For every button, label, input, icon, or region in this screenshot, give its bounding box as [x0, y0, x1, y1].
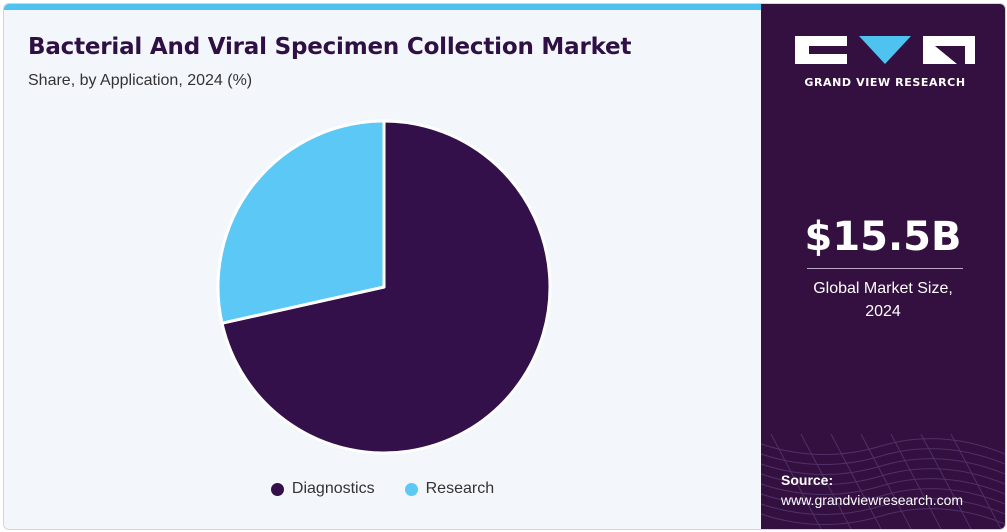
legend-item-diagnostics: Diagnostics	[270, 480, 375, 498]
market-size-label-line1: Global Market Size,	[813, 280, 953, 297]
legend-item-research: Research	[404, 480, 495, 498]
legend-swatch-diagnostics	[270, 482, 284, 496]
chart-title: Bacterial And Viral Specimen Collection …	[28, 34, 632, 60]
top-accent-bar	[4, 4, 761, 10]
chart-subtitle: Share, by Application, 2024 (%)	[28, 72, 253, 89]
market-size-label: Global Market Size, 2024	[791, 277, 975, 323]
legend-label-diagnostics: Diagnostics	[291, 480, 375, 497]
source-label: Source:	[781, 472, 834, 488]
gvr-logo-icon	[795, 36, 975, 64]
source-url[interactable]: www.grandviewresearch.com	[781, 492, 964, 508]
brand-name: GRAND VIEW RESEARCH	[804, 76, 966, 89]
infographic-card: Bacterial And Viral Specimen Collection …	[3, 3, 1006, 530]
summary-panel: GRAND VIEW RESEARCH $15.5B Global Market…	[761, 4, 1005, 529]
divider	[807, 268, 963, 269]
chart-panel: Bacterial And Viral Specimen Collection …	[4, 4, 761, 529]
chart-legend: Diagnostics Research	[4, 480, 761, 498]
legend-label-research: Research	[425, 480, 495, 497]
pie-slice-diagnostics	[220, 119, 552, 455]
grand-view-research-logo: GRAND VIEW RESEARCH	[795, 34, 975, 94]
market-size-value: $15.5B	[804, 214, 962, 260]
decorative-wave-pattern	[761, 434, 1005, 529]
pie-chart	[216, 119, 552, 455]
market-size-label-line2: 2024	[865, 303, 901, 320]
legend-swatch-research	[404, 482, 418, 496]
pie-slice-research	[216, 119, 386, 325]
